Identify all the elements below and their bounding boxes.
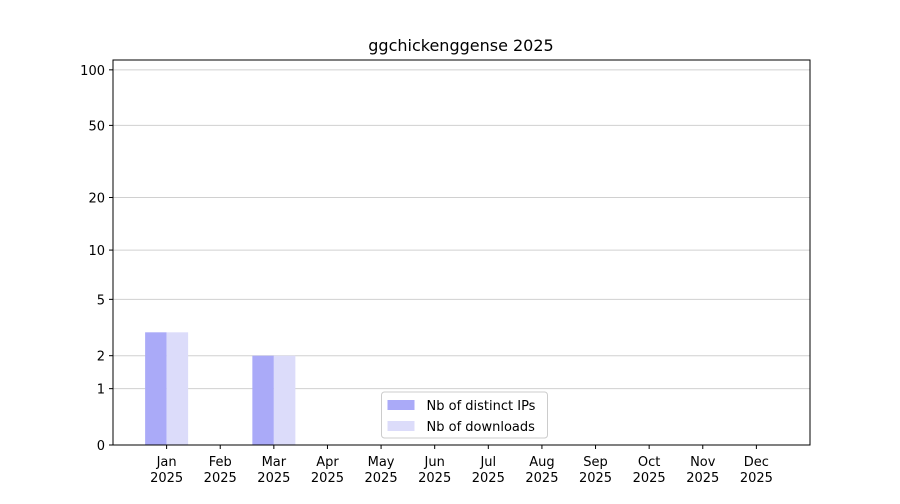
legend: Nb of distinct IPs Nb of downloads — [381, 391, 548, 439]
y-tick-label: 50 — [88, 119, 105, 134]
legend-swatch — [387, 400, 415, 410]
x-tick-label: Feb 2025 — [204, 455, 237, 486]
plot-frame — [112, 59, 811, 446]
x-tick-label: Oct 2025 — [633, 455, 666, 486]
chart-title: ggchickenggense 2025 — [368, 36, 553, 55]
x-tick-label: Mar 2025 — [257, 455, 290, 486]
y-tick-label: 100 — [80, 64, 105, 79]
y-tick-label: 0 — [97, 439, 105, 454]
legend-label: Nb of distinct IPs — [427, 399, 536, 414]
x-tick-label: Dec 2025 — [740, 455, 773, 486]
y-tick-label: 2 — [97, 350, 105, 365]
bar — [145, 332, 167, 445]
x-tick-label: Nov 2025 — [686, 455, 719, 486]
x-tick-label: Sep 2025 — [579, 455, 612, 486]
x-tick-label: Aug 2025 — [525, 455, 558, 486]
legend-swatch — [387, 421, 415, 431]
legend-frame — [381, 391, 548, 439]
x-tick-label: May 2025 — [365, 455, 398, 486]
y-tick-label: 10 — [88, 244, 105, 259]
y-tick-label: 5 — [97, 293, 105, 308]
y-tick-label: 1 — [97, 383, 105, 398]
legend-label: Nb of downloads — [427, 420, 536, 435]
y-tick-label: 20 — [88, 192, 105, 207]
x-tick-label: Apr 2025 — [311, 455, 344, 486]
bar — [273, 355, 296, 445]
x-tick-label: Jun 2025 — [418, 455, 451, 486]
bar — [166, 332, 189, 445]
bar — [252, 355, 274, 445]
x-tick-label: Jul 2025 — [472, 455, 505, 486]
x-tick-label: Jan 2025 — [150, 455, 183, 486]
